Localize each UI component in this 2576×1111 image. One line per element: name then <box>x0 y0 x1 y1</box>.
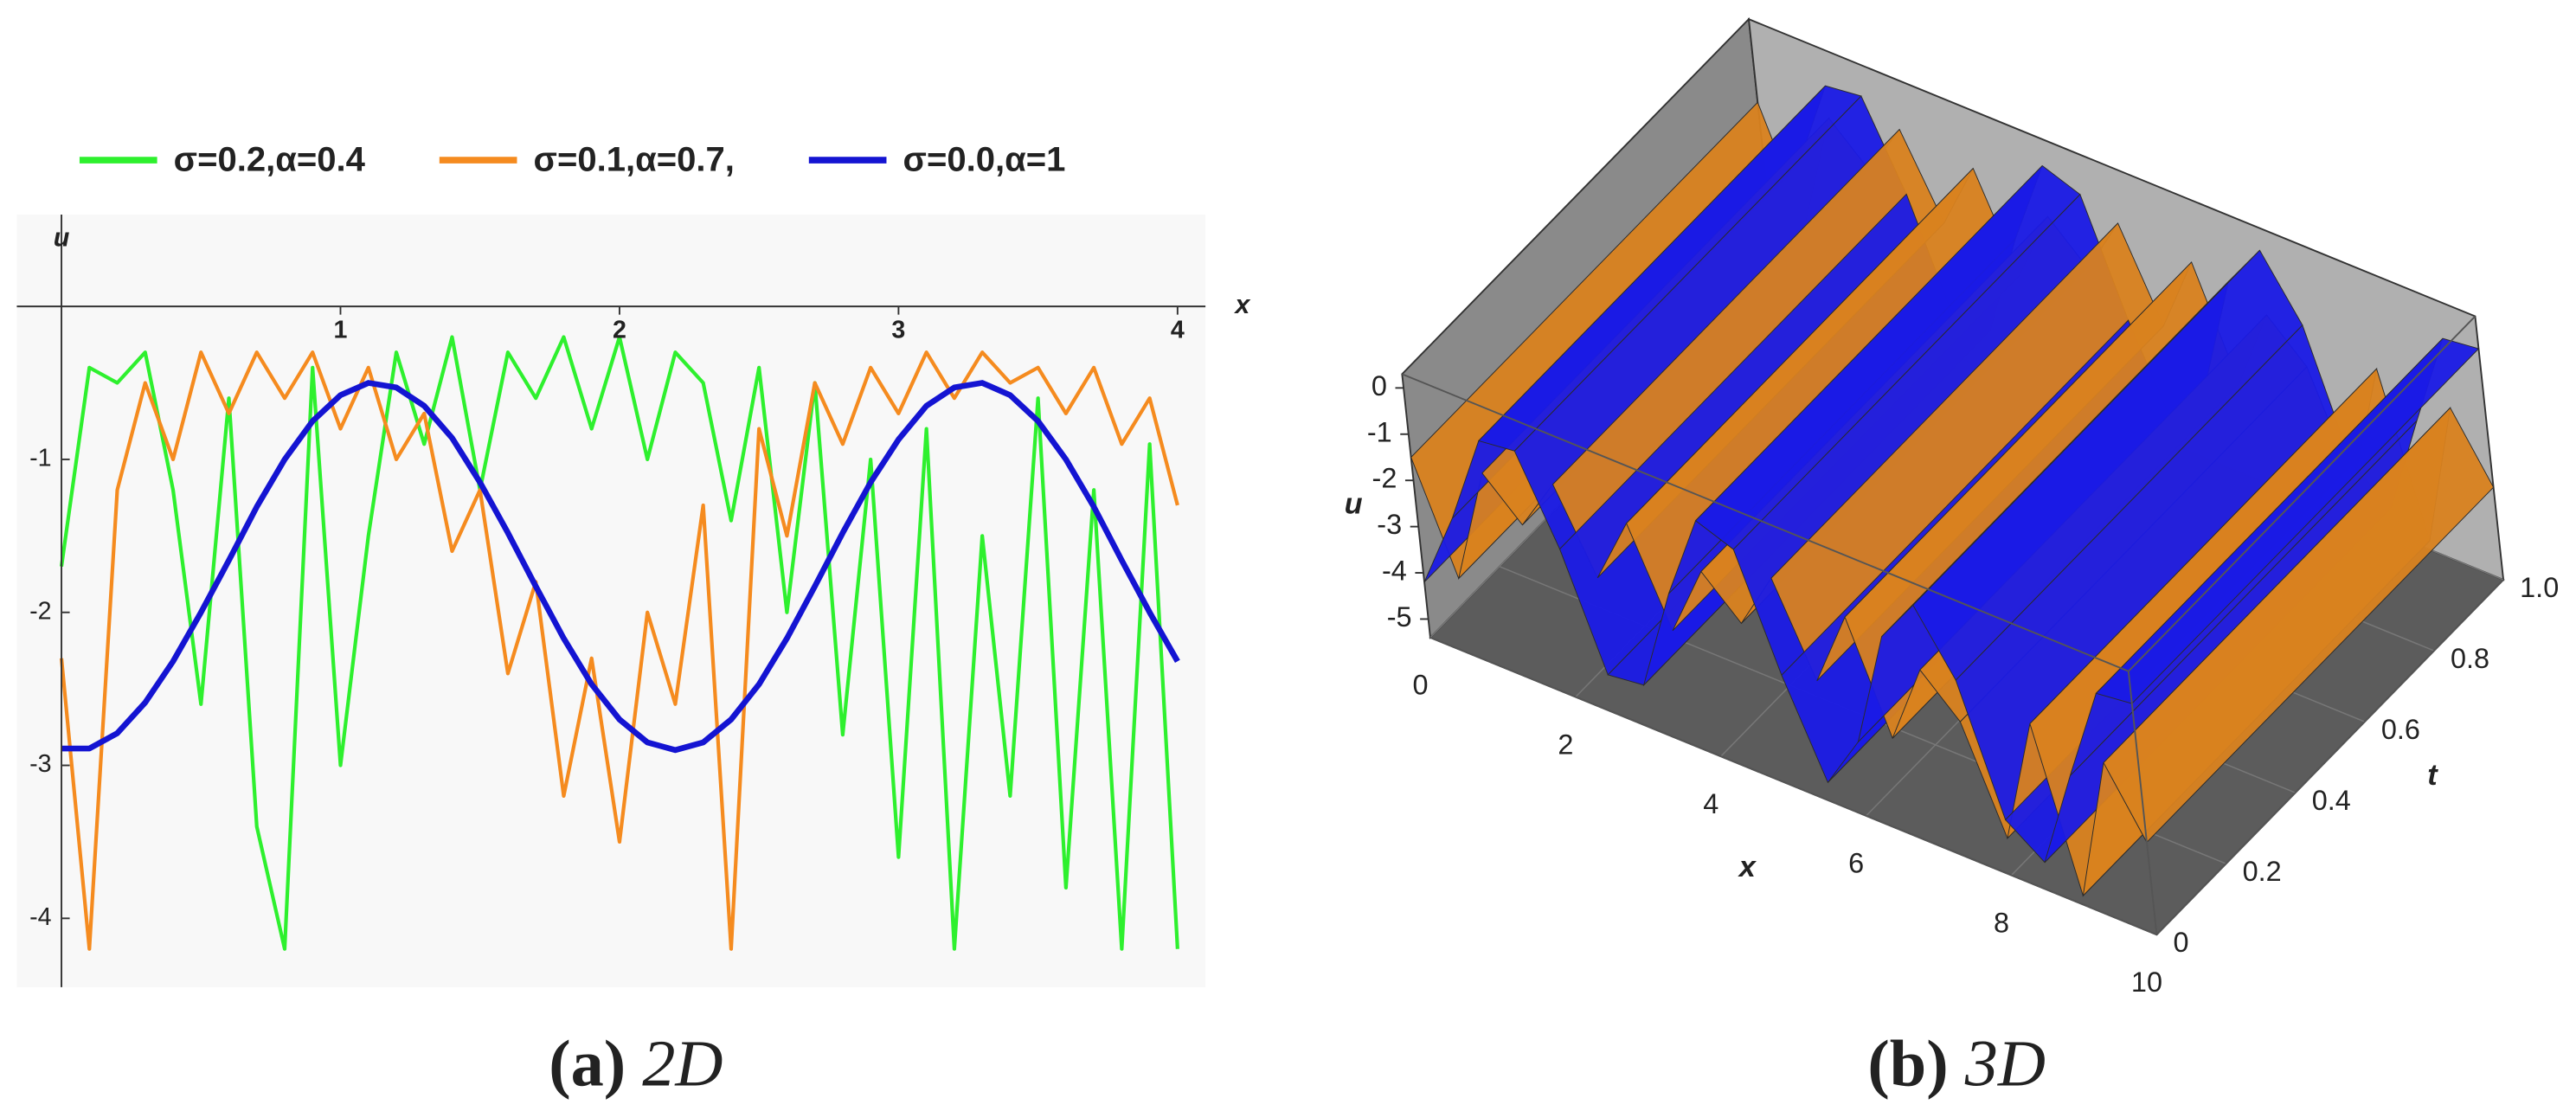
y-tick-label: -1 <box>29 444 51 472</box>
legend-label: σ=0.0,α=1 <box>903 141 1066 179</box>
surface-patch <box>2103 407 2495 844</box>
box-edge <box>2127 671 2158 935</box>
x-tick-label: 8 <box>1994 907 2009 938</box>
y-tick-label: 0.2 <box>2243 856 2282 887</box>
x-axis-label: x <box>1233 290 1250 319</box>
box-edge <box>2128 315 2476 672</box>
y-tick-label: -2 <box>29 597 51 625</box>
x-tick-label: 1 <box>334 316 348 344</box>
x-tick-label: 10 <box>2131 967 2162 998</box>
z-tick-label: -4 <box>1382 556 1407 587</box>
series-line <box>59 335 1179 951</box>
y-axis-label: u <box>54 223 70 253</box>
y-axis-label: t <box>2427 759 2438 792</box>
y-tick-label: 0.6 <box>2381 714 2420 745</box>
z-tick-label: -5 <box>1387 601 1412 633</box>
x-tick-label: 4 <box>1171 316 1185 344</box>
y-tick-label: -4 <box>29 903 52 931</box>
x-axis-label: x <box>1738 851 1757 883</box>
caption-a: (a) 2D <box>549 1026 723 1100</box>
y-tick-label: 0 <box>2174 927 2189 958</box>
caption-label: (a) <box>549 1026 626 1100</box>
x-tick-label: 4 <box>1703 788 1718 819</box>
y-tick-label: 0.4 <box>2312 785 2351 816</box>
caption-b: (b) 3D <box>1867 1026 2046 1100</box>
x-tick-label: 0 <box>1412 670 1428 701</box>
y-tick-label: 0.8 <box>2451 643 2489 674</box>
x-tick-label: 6 <box>1848 848 1864 879</box>
caption-text: 2D <box>642 1026 723 1100</box>
series-line <box>61 380 1180 754</box>
series-line <box>59 350 1179 951</box>
box-edge <box>1429 636 2157 936</box>
box-edge <box>1401 373 2130 672</box>
surface-patch <box>2095 337 2480 704</box>
caption-text: 3D <box>1964 1026 2046 1100</box>
x-tick-label: 2 <box>613 316 626 344</box>
y-tick-label: -3 <box>29 750 51 778</box>
z-tick-label: -3 <box>1377 509 1402 540</box>
z-tick-label: -2 <box>1372 463 1397 494</box>
z-axis-label: u <box>1345 488 1363 521</box>
plot-area <box>16 215 1206 987</box>
box-edge <box>2155 579 2504 935</box>
y-tick-label: 1.0 <box>2520 572 2559 603</box>
legend-label: σ=0.1,α=0.7, <box>534 141 735 179</box>
caption-label: (b) <box>1867 1026 1948 1100</box>
z-tick-label: -1 <box>1367 416 1392 447</box>
legend-label: σ=0.2,α=0.4 <box>174 141 366 179</box>
x-tick-label: 2 <box>1558 729 1573 760</box>
x-tick-label: 3 <box>891 316 905 344</box>
z-tick-label: 0 <box>1372 370 1387 401</box>
